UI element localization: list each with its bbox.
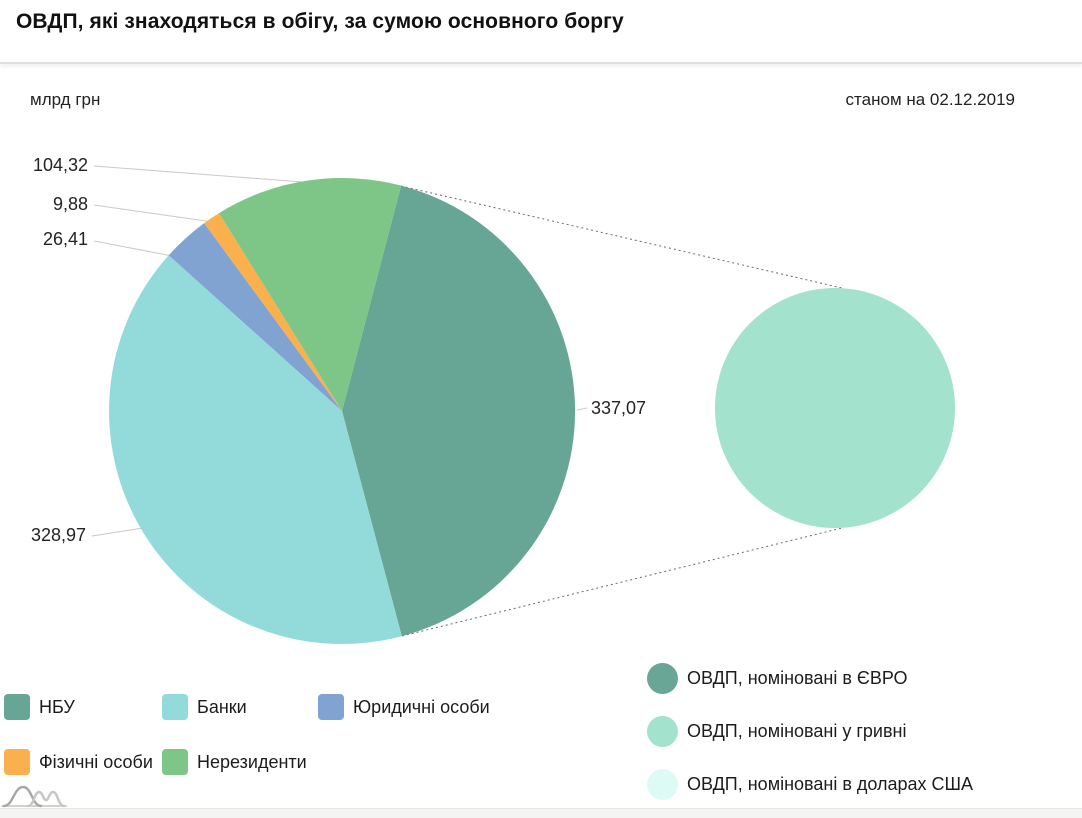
legend-item-legal-entities[interactable]: Юридичні особи: [318, 694, 490, 720]
legend-swatch-nbu: [4, 694, 30, 720]
legend-item-usd-bonds[interactable]: ОВДП, номіновані в доларах США: [647, 769, 973, 800]
legend-label: Фізичні особи: [39, 751, 153, 772]
legend-label: Юридичні особи: [353, 696, 490, 717]
legend-item-individuals[interactable]: Фізичні особи: [4, 749, 153, 775]
pie-slice-2[interactable]: [168, 223, 342, 411]
as-of-date-label: станом на 02.12.2019: [845, 90, 1015, 109]
page-title: ОВДП, які знаходяться в обігу, за сумою …: [16, 10, 624, 33]
legend-swatch-banks: [162, 694, 188, 720]
pie-slice-4[interactable]: [219, 177, 402, 411]
value-label-individuals: 9,88: [52, 194, 88, 214]
legend-label: НБУ: [39, 696, 75, 717]
legend-label: ОВДП, номіновані в ЄВРО: [687, 668, 908, 688]
legend-item-eur-bonds[interactable]: ОВДП, номіновані в ЄВРО: [647, 663, 907, 694]
legend-label: ОВДП, номіновані у гривні: [687, 721, 907, 741]
legend-label: Нерезиденти: [197, 751, 307, 772]
legend-swatch-nonresidents: [162, 749, 188, 775]
legend-item-banks[interactable]: Банки: [162, 694, 247, 720]
legend-label: Банки: [197, 696, 247, 717]
header-divider: [0, 62, 1082, 64]
legend-circle-uah: [647, 716, 678, 747]
legend-swatch-individuals: [4, 749, 30, 775]
unit-label: млрд грн: [30, 90, 101, 109]
value-label-nbu: 337,07: [591, 398, 647, 418]
value-label-legal-entities: 26,41: [42, 229, 88, 249]
value-label-nonresidents: 104,32: [32, 155, 88, 175]
legend-swatch-legal-entities: [318, 694, 344, 720]
legend-circle-usd: [647, 769, 678, 800]
legend-item-nbu[interactable]: НБУ: [4, 694, 75, 720]
label-leader-lines: [91, 165, 588, 537]
legend-item-uah-bonds[interactable]: ОВДП, номіновані у гривні: [647, 716, 906, 747]
slice-breakdown-connectors: [400, 185, 843, 637]
hryvnia-breakdown-circle[interactable]: [715, 288, 955, 528]
legend-circle-eur: [647, 663, 678, 694]
amcharts-logo[interactable]: [1, 785, 67, 808]
pie-slice-3[interactable]: [204, 213, 342, 411]
legend-item-nonresidents[interactable]: Нерезиденти: [162, 749, 307, 775]
bottom-scroll-strip[interactable]: [0, 808, 1082, 818]
legend-label: ОВДП, номіновані в доларах США: [687, 774, 974, 794]
pie-slice-0[interactable]: [342, 185, 576, 637]
main-pie[interactable]: [109, 177, 576, 644]
pie-slice-1[interactable]: [109, 255, 402, 644]
value-label-banks: 328,97: [30, 525, 86, 545]
